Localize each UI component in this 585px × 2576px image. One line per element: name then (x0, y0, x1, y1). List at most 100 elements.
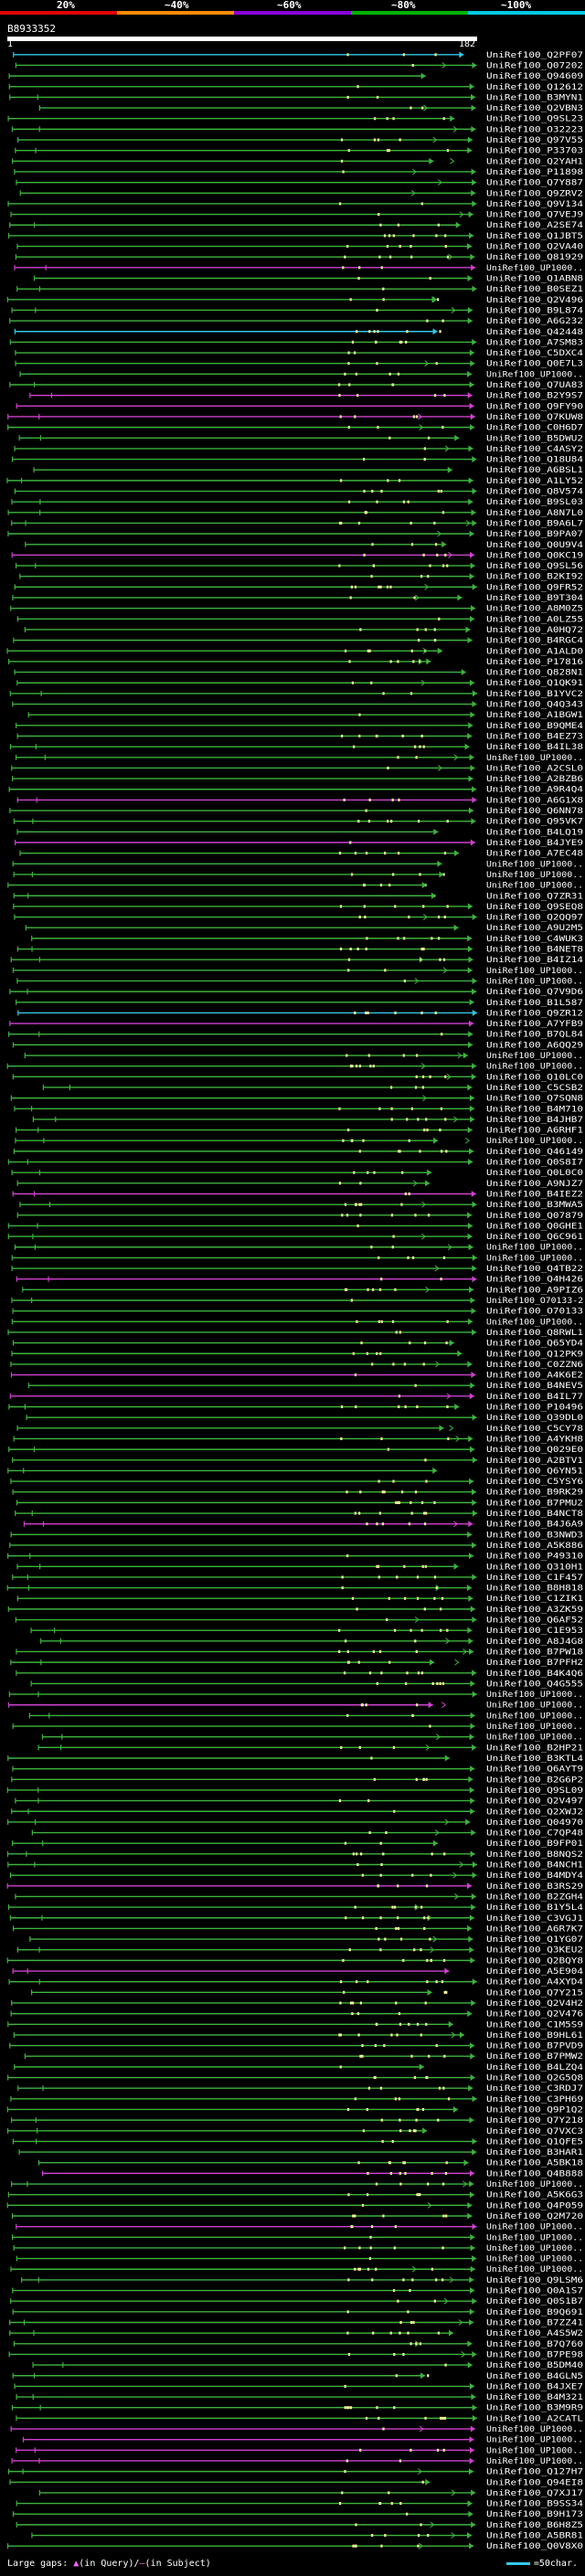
mismatch-mark (415, 756, 418, 759)
gap-arrow-icon (459, 211, 464, 217)
hit-end-arrow-icon (467, 1084, 473, 1091)
mismatch-mark (364, 511, 367, 514)
hit-row: UniRef100_B8NQS2 (6, 1850, 583, 1860)
mismatch-mark (353, 1171, 356, 1174)
gap-arrow-icon (424, 583, 430, 590)
hit-end-arrow-icon (468, 722, 473, 729)
mismatch-mark (367, 649, 369, 652)
mismatch-mark (435, 2044, 438, 2048)
mismatch-mark (384, 2534, 387, 2538)
hit-end-arrow-icon (472, 338, 477, 345)
hit-row: UniRef100_Q0L0C0 (11, 1168, 583, 1178)
mismatch-mark (356, 1320, 358, 1323)
hit-row: UniRef100_Q7Y215 (31, 1988, 583, 1998)
gap-arrow-icon (449, 1425, 454, 1432)
hit-end-arrow-icon (472, 1329, 477, 1336)
gap-arrow-icon (453, 754, 459, 761)
mismatch-mark (363, 884, 366, 887)
mismatch-mark (427, 1214, 431, 1217)
hit-row: UniRef100_UP1000.. (13, 2243, 583, 2253)
mismatch-mark (424, 1458, 427, 1462)
hit-row: UniRef100_A5E904 (12, 1966, 584, 1977)
hit-row: UniRef100_B2G6P2 (11, 1775, 583, 1785)
hit-end-arrow-icon (471, 1308, 476, 1315)
mismatch-mark (381, 1522, 384, 1526)
mismatch-mark (347, 2406, 350, 2410)
mismatch-mark (347, 500, 351, 504)
hit-end-arrow-icon (471, 818, 476, 825)
mismatch-mark (443, 394, 446, 398)
mismatch-mark (402, 2161, 405, 2165)
mismatch-mark (414, 1383, 417, 1387)
hit-label: UniRef100_A5K6G3 (486, 2190, 583, 2200)
hit-row: UniRef100_O70133 (12, 1307, 583, 1317)
hit-end-arrow-icon (469, 1105, 474, 1112)
hit-label: UniRef100_B3NWD3 (486, 1530, 583, 1540)
mismatch-mark (425, 1118, 428, 1121)
mismatch-mark (402, 2352, 405, 2356)
mismatch-mark (380, 1320, 383, 1323)
mismatch-mark (344, 1671, 346, 1675)
mismatch-mark (357, 276, 360, 280)
hit-row: UniRef100_B9SS34 (16, 2499, 584, 2509)
hit-end-arrow-icon (468, 1776, 473, 1783)
mismatch-mark (358, 1511, 361, 1515)
mismatch-mark (357, 820, 360, 823)
hit-end-arrow-icon (425, 2478, 431, 2486)
hit-end-arrow-icon (472, 200, 477, 207)
gap-in-query-label: (in Query)/ (79, 2559, 140, 2569)
hit-label: UniRef100_Q07202 (486, 60, 583, 70)
mismatch-mark (338, 1628, 341, 1632)
hit-label: UniRef100_P10496 (486, 1403, 583, 1413)
hit-end-arrow-icon (467, 1627, 473, 1634)
hit-label: UniRef100_Q2QQ97 (486, 913, 583, 923)
mismatch-mark (409, 2289, 411, 2293)
hit-end-arrow-icon (448, 2020, 453, 2028)
hit-end-arrow-icon (467, 2340, 473, 2348)
hit-row: UniRef100_Q7VEJ9 (10, 210, 583, 220)
hit-label: UniRef100_B7PE98 (486, 2349, 583, 2359)
hit-end-arrow-icon (469, 1286, 474, 1293)
mismatch-mark (375, 2182, 378, 2186)
hit-row: UniRef100_A0HQ72 (24, 625, 583, 635)
hit-label: UniRef100_Q94EI8 (486, 2477, 583, 2487)
mismatch-mark (397, 2299, 399, 2303)
mismatch-mark (398, 1150, 400, 1153)
hit-end-arrow-icon (469, 83, 474, 90)
mismatch-mark (397, 756, 399, 759)
mismatch-mark (423, 1522, 427, 1526)
hit-row: UniRef100_B2HP21 (37, 1743, 583, 1753)
hit-end-arrow-icon (472, 914, 477, 921)
mismatch-mark (352, 1352, 355, 1355)
hit-end-arrow-icon (470, 839, 475, 846)
mismatch-mark (423, 447, 426, 451)
mismatch-mark (382, 2427, 385, 2431)
hit-label: UniRef100_B4EZ73 (486, 731, 583, 741)
mismatch-mark (399, 2129, 402, 2133)
hit-end-arrow-icon (444, 1754, 450, 1762)
hit-end-arrow-icon (471, 1892, 476, 1900)
mismatch-mark (425, 2022, 428, 2026)
hit-end-arrow-icon (467, 147, 473, 154)
mismatch-mark (397, 937, 399, 940)
mismatch-mark (441, 1150, 443, 1153)
mismatch-mark (399, 2321, 402, 2325)
hit-row: UniRef100_Q6YN51 (7, 1466, 583, 1476)
hit-label: UniRef100_A7EC48 (486, 849, 583, 859)
mismatch-mark (417, 2534, 420, 2538)
mismatch-mark (341, 1575, 344, 1579)
hit-label: UniRef100_A6G1X8 (486, 795, 583, 805)
mismatch-mark (350, 2225, 353, 2229)
mismatch-mark (379, 1352, 382, 1355)
mismatch-mark (444, 245, 447, 249)
hit-label: UniRef100_Q310H1 (486, 1562, 583, 1572)
hit-label: UniRef100_Q3KEU2 (486, 1945, 583, 1956)
hit-row: UniRef100_Q7V9D6 (9, 987, 583, 997)
hit-end-arrow-icon (421, 882, 427, 889)
mismatch-mark (399, 2331, 401, 2335)
hit-end-arrow-icon (439, 1425, 444, 1432)
hit-label: UniRef100_Q0A1S7 (486, 2286, 583, 2296)
gap-arrow-icon (438, 765, 443, 771)
hit-label: UniRef100_A9NJZ7 (486, 1179, 583, 1189)
mismatch-mark (431, 2267, 434, 2271)
